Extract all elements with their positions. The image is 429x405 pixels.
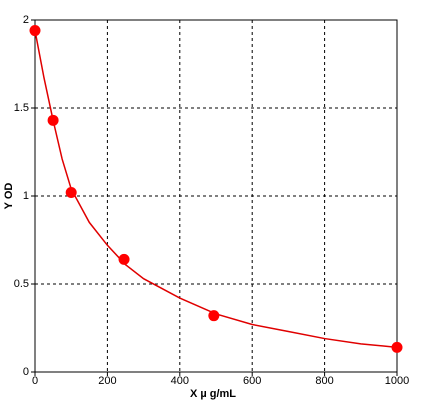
y-tick-label: 0.5 <box>14 278 29 290</box>
fit-curve <box>34 30 398 349</box>
data-point <box>118 253 130 265</box>
x-tick-label: 800 <box>315 375 333 387</box>
y-tick-label: 0 <box>23 366 29 378</box>
y-tick-label: 1.5 <box>14 102 29 114</box>
x-tick-label: 400 <box>171 375 189 387</box>
data-point <box>47 114 59 126</box>
x-tick-label: 200 <box>98 375 116 387</box>
data-point <box>65 186 77 198</box>
x-tick-label: 600 <box>243 375 261 387</box>
data-point <box>208 310 220 322</box>
x-tick-label: 1000 <box>385 375 409 387</box>
plot-frame <box>34 19 398 373</box>
x-tick-label: 0 <box>32 375 38 387</box>
data-point <box>391 341 403 353</box>
y-axis-label: Y OD <box>3 183 15 210</box>
y-tick-label: 1 <box>23 190 29 202</box>
data-point <box>29 25 41 37</box>
x-axis-label: X µ g/mL <box>190 388 236 400</box>
y-tick-label: 2 <box>23 14 29 26</box>
